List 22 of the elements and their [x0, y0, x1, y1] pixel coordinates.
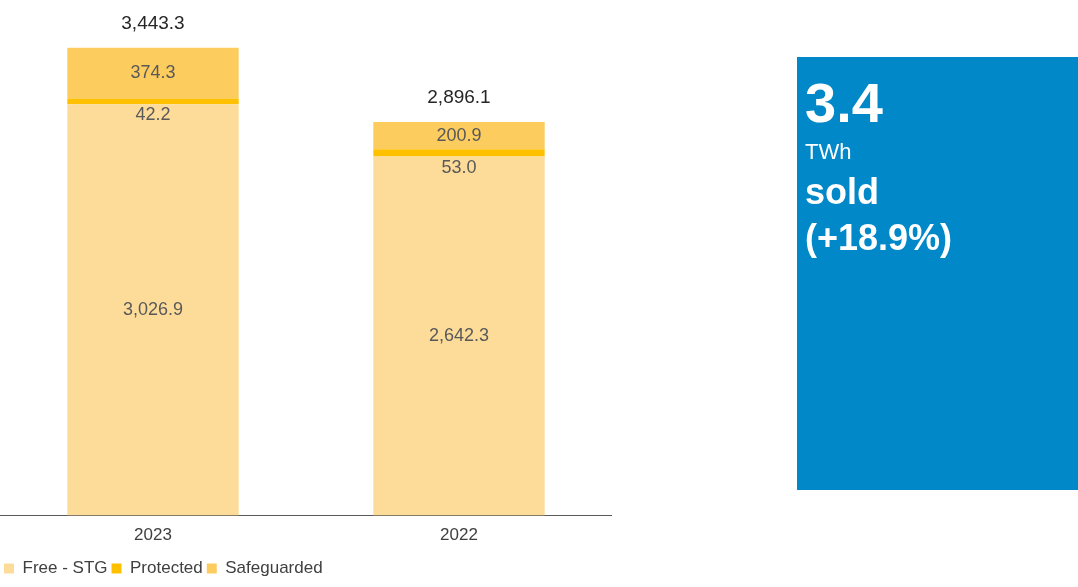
- total-label: 2,896.1: [427, 86, 491, 108]
- bar: [67, 104, 239, 516]
- legend-label: Safeguarded: [225, 558, 323, 578]
- text: TWh: [805, 138, 853, 166]
- bar: [373, 149, 545, 157]
- data-label: 2,642.3: [428, 325, 490, 346]
- text: (+18.9%): [805, 216, 954, 260]
- bar: [373, 122, 545, 150]
- legend-label: Free - STG: [22, 558, 108, 578]
- data-label: 53.0: [441, 156, 477, 177]
- data-label: 374.3: [130, 62, 176, 83]
- legend-label: Protected: [130, 558, 203, 578]
- data-label: 3,026.9: [122, 298, 184, 319]
- bar: [67, 47, 239, 99]
- text: 3.4: [805, 71, 884, 135]
- data-label: 42.2: [135, 104, 171, 125]
- data-label: 200.9: [436, 124, 482, 145]
- text: sold: [805, 170, 880, 214]
- bar: [373, 156, 545, 516]
- x-tick-label: 2023: [134, 525, 172, 545]
- x-tick-label: 2022: [440, 525, 478, 545]
- total-label: 3,443.3: [121, 11, 185, 33]
